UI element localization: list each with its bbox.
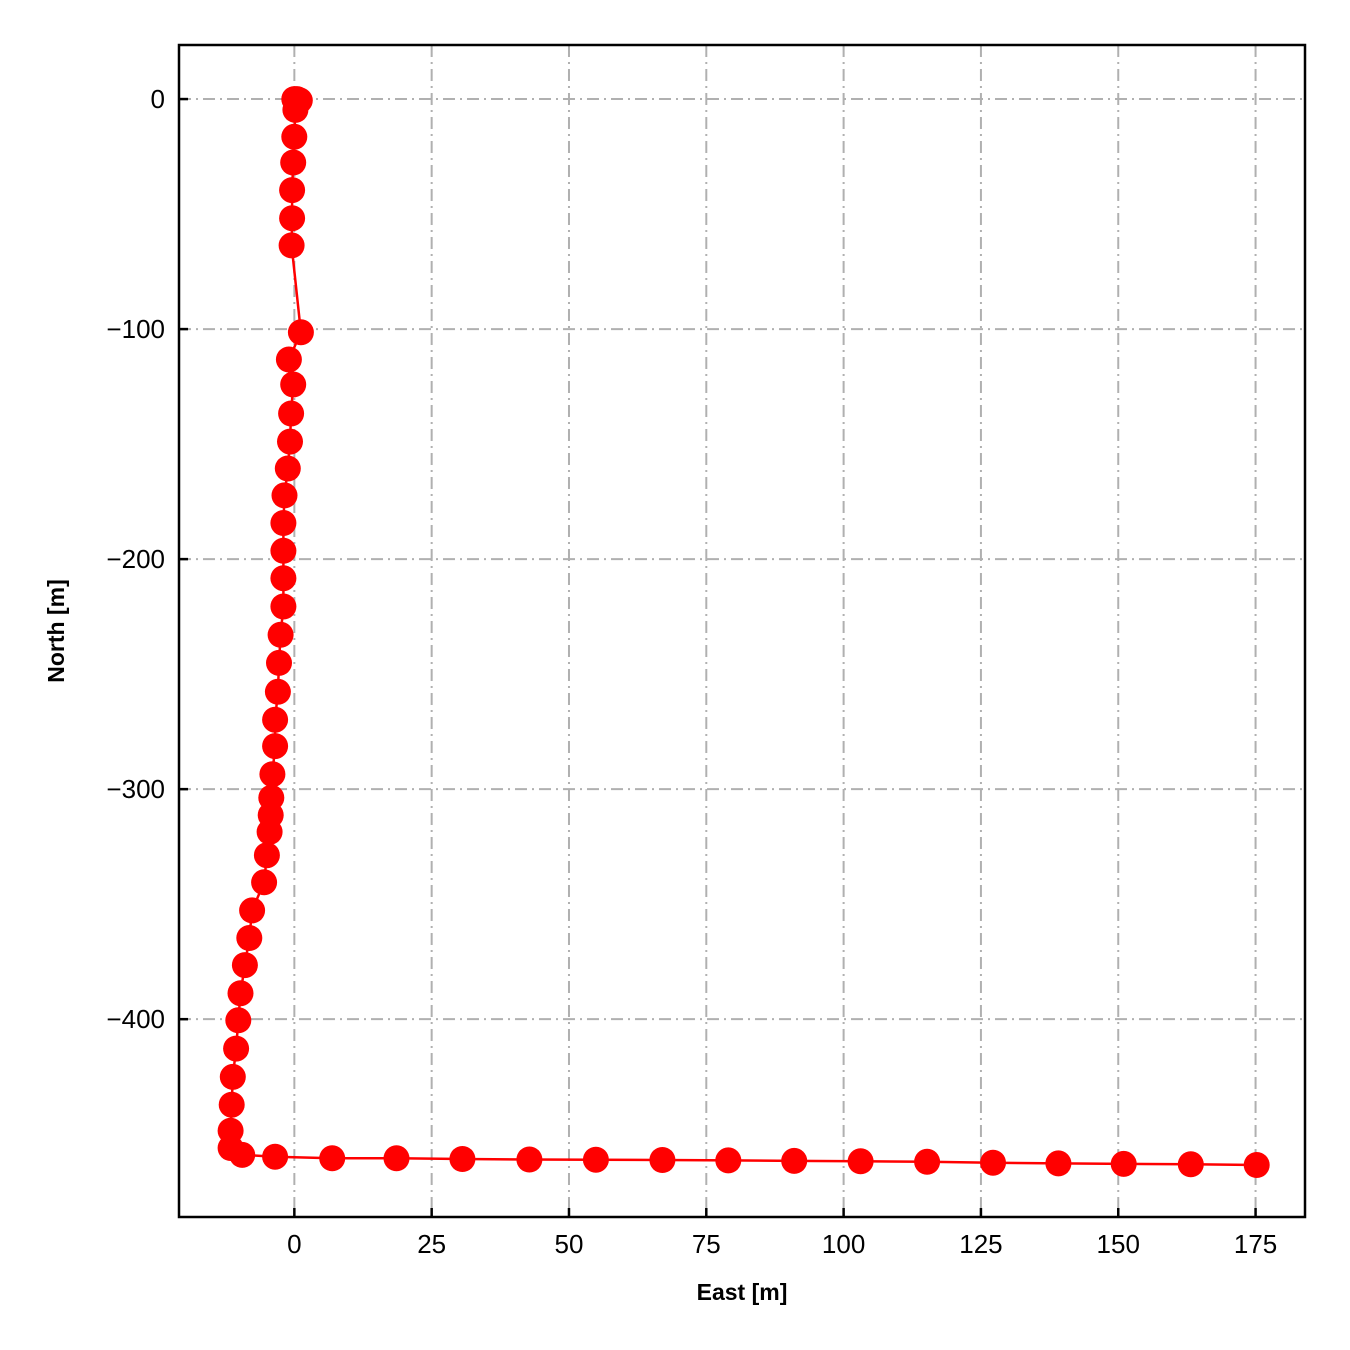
y-tick-label: 0 <box>151 84 165 114</box>
data-point <box>715 1147 742 1174</box>
data-point <box>274 455 301 482</box>
data-point <box>649 1147 676 1173</box>
data-point <box>256 818 283 845</box>
data-point <box>449 1146 476 1172</box>
data-point <box>383 1145 410 1172</box>
data-point <box>280 149 307 176</box>
data-point <box>271 482 298 509</box>
data-point <box>231 952 258 979</box>
data-point <box>270 593 297 620</box>
data-point <box>278 232 305 259</box>
x-tick-label: 0 <box>287 1229 301 1259</box>
data-point <box>264 678 291 705</box>
data-point <box>267 621 294 648</box>
x-tick-label: 150 <box>1097 1229 1140 1259</box>
x-tick-label: 100 <box>822 1229 865 1259</box>
y-tick-label: −300 <box>106 774 165 804</box>
data-point <box>319 1145 346 1172</box>
data-point <box>229 1141 256 1168</box>
y-tick-label: −100 <box>106 314 165 344</box>
data-point <box>270 565 297 592</box>
data-point <box>266 649 292 676</box>
data-point <box>275 346 302 373</box>
data-point <box>280 371 307 398</box>
data-point <box>262 733 289 760</box>
data-point <box>236 925 263 951</box>
data-point <box>847 1148 874 1175</box>
data-point <box>239 897 266 924</box>
data-point <box>1110 1150 1137 1177</box>
data-point <box>582 1146 609 1173</box>
data-point <box>277 428 303 455</box>
x-tick-label: 50 <box>555 1229 584 1259</box>
data-point <box>223 1035 250 1062</box>
data-point <box>225 1007 252 1034</box>
data-point <box>253 842 280 869</box>
data-point <box>251 869 278 896</box>
data-point <box>270 510 297 536</box>
data-point <box>282 96 309 123</box>
series-trajectory <box>217 86 1270 1178</box>
data-point <box>1045 1150 1072 1177</box>
y-axis-label: North [m] <box>43 579 69 682</box>
data-point <box>219 1063 246 1090</box>
data-point <box>279 205 306 232</box>
y-tick-label: −200 <box>106 544 165 574</box>
data-point <box>281 123 308 150</box>
x-tick-label: 75 <box>692 1229 721 1259</box>
data-point <box>1243 1152 1270 1178</box>
data-point <box>278 400 305 427</box>
data-point <box>287 319 314 346</box>
y-tick-label: −400 <box>106 1004 165 1034</box>
data-point <box>781 1147 808 1174</box>
x-tick-label: 125 <box>959 1229 1002 1259</box>
data-point <box>914 1148 941 1175</box>
plot-frame <box>177 43 1307 1219</box>
x-tick-label: 25 <box>417 1229 446 1259</box>
data-point <box>259 761 286 788</box>
data-point <box>279 177 306 204</box>
grid-lines <box>179 45 1305 1217</box>
tick-labels: 0 25 50 75 100 125 150 175 0 −100 −200 −300 −400 <box>106 84 1277 1259</box>
axis-ticks <box>179 97 1257 1217</box>
x-tick-label: 175 <box>1234 1229 1277 1259</box>
data-point <box>227 980 254 1007</box>
data-point <box>1177 1151 1204 1178</box>
data-point <box>516 1146 543 1173</box>
series-line <box>229 97 1257 1167</box>
data-point <box>218 1091 245 1118</box>
data-point <box>262 1143 289 1170</box>
data-point <box>262 706 289 733</box>
data-point <box>270 537 297 564</box>
data-point <box>980 1149 1006 1176</box>
x-axis-label: East [m] <box>697 1279 788 1305</box>
